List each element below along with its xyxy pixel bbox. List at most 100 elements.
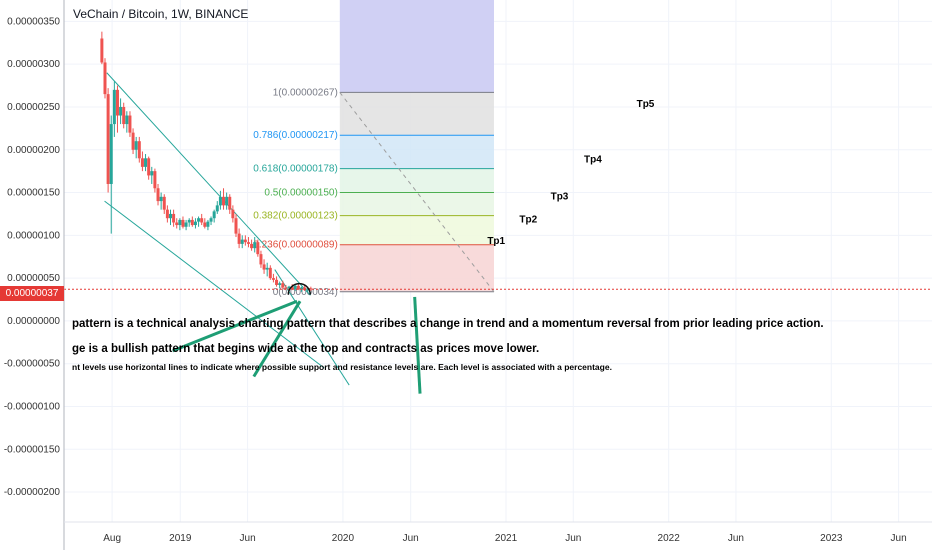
target-label: Tp2 bbox=[519, 214, 537, 225]
y-tick-label: 0.00000150 bbox=[7, 188, 60, 199]
candle-body bbox=[197, 218, 201, 222]
fib-level-label: 0.382(0.00000123) bbox=[253, 211, 338, 222]
candle-body bbox=[175, 222, 179, 226]
fib-level-label: 0.618(0.00000178) bbox=[253, 164, 338, 175]
candle-body bbox=[187, 219, 191, 223]
y-tick-label: 0.00000250 bbox=[7, 102, 60, 113]
y-tick-label: -0.00000050 bbox=[4, 359, 61, 370]
target-label: Tp5 bbox=[637, 99, 655, 110]
x-tick-label: Jun bbox=[403, 533, 419, 544]
x-tick-label: Aug bbox=[103, 533, 121, 544]
candle-body bbox=[206, 221, 210, 227]
candle-body bbox=[306, 288, 310, 291]
candle-body bbox=[203, 222, 207, 227]
candle-body bbox=[218, 196, 222, 206]
y-tick-label: 0.00000300 bbox=[7, 59, 60, 70]
candle-body bbox=[309, 288, 313, 290]
candle-body bbox=[184, 222, 188, 227]
fib-level-label: 0.236(0.00000089) bbox=[253, 240, 338, 251]
target-label: Tp1 bbox=[487, 236, 505, 247]
candle-body bbox=[144, 158, 148, 167]
candle-body bbox=[103, 62, 107, 95]
candle-body bbox=[215, 205, 219, 212]
fib-level-label: 0.5(0.00000150) bbox=[264, 188, 337, 199]
candle-body bbox=[106, 94, 110, 184]
x-tick-label: Jun bbox=[728, 533, 744, 544]
pointer-arrow-2 bbox=[252, 300, 302, 378]
chart-title: VeChain / Bitcoin, 1W, BINANCE bbox=[73, 7, 249, 21]
candle-body bbox=[147, 158, 151, 176]
candle-body bbox=[109, 124, 113, 184]
candle-body bbox=[256, 242, 260, 255]
note-fibonacci: nt levels use horizontal lines to indica… bbox=[72, 362, 612, 372]
y-tick-label: -0.00000150 bbox=[4, 444, 61, 455]
fib-level-label: 1(0.00000267) bbox=[273, 87, 338, 98]
candle-body bbox=[172, 213, 176, 223]
candle-body bbox=[128, 115, 132, 133]
x-tick-label: 2023 bbox=[820, 533, 843, 544]
fib-zone bbox=[339, 92, 494, 136]
current-price-tag: 0.00000037 bbox=[0, 286, 64, 301]
y-tick-label: 0.00000050 bbox=[7, 273, 60, 284]
y-axis: 0.00000350 0.00000300 0.00000250 0.00000200… bbox=[4, 0, 65, 550]
fib-zone bbox=[339, 215, 494, 245]
x-tick-label: Jun bbox=[891, 533, 907, 544]
candle-body bbox=[140, 158, 144, 167]
candle-body bbox=[228, 196, 232, 210]
candle-body bbox=[209, 218, 213, 222]
candle-body bbox=[231, 209, 235, 219]
pointer-arrow-1 bbox=[172, 299, 298, 353]
candle-body bbox=[287, 286, 291, 289]
candle-body bbox=[122, 106, 126, 125]
x-tick-label: 2021 bbox=[495, 533, 518, 544]
candlestick-series bbox=[100, 31, 313, 292]
candle-body bbox=[259, 254, 263, 265]
candle-body bbox=[262, 264, 266, 270]
candle-body bbox=[150, 171, 154, 176]
candle-body bbox=[125, 115, 129, 125]
fib-zone bbox=[339, 168, 494, 193]
candle-body bbox=[250, 243, 254, 249]
candle-body bbox=[181, 219, 185, 227]
y-tick-label: -0.00000200 bbox=[4, 487, 61, 498]
candle-body bbox=[281, 283, 285, 288]
fib-zone bbox=[339, 192, 494, 216]
candle-body bbox=[299, 287, 303, 290]
candle-body bbox=[265, 267, 269, 270]
candle-body bbox=[115, 89, 119, 116]
candle-body bbox=[131, 132, 135, 150]
bottom-circle-marker bbox=[287, 282, 312, 295]
candle-body bbox=[162, 196, 166, 210]
candle-body bbox=[243, 239, 247, 243]
candle-body bbox=[234, 218, 238, 234]
x-tick-label: 2020 bbox=[332, 533, 355, 544]
candle-body bbox=[237, 233, 241, 244]
fib-extension-zone bbox=[339, 0, 494, 93]
candle-body bbox=[112, 89, 116, 125]
wedge-upper-line bbox=[106, 72, 311, 296]
candle-body bbox=[222, 196, 226, 206]
candle-body bbox=[153, 171, 157, 189]
fib-level-label: 0(0.00000034) bbox=[273, 287, 338, 298]
candle-body bbox=[178, 219, 182, 226]
wedge-extension-line bbox=[274, 269, 350, 386]
candle-body bbox=[119, 106, 123, 116]
candle-body bbox=[253, 242, 257, 249]
y-tick-label: 0.00000100 bbox=[7, 230, 60, 241]
candle-body bbox=[225, 196, 229, 206]
target-label: Tp3 bbox=[551, 191, 569, 202]
candle-body bbox=[168, 213, 172, 219]
candle-body bbox=[268, 267, 272, 279]
grid bbox=[64, 0, 932, 522]
wedge-lower-line bbox=[104, 200, 325, 369]
y-tick-label: -0.00000100 bbox=[4, 401, 61, 412]
x-tick-label: 2019 bbox=[169, 533, 192, 544]
note-pattern: pattern is a technical analysis charting… bbox=[72, 318, 824, 330]
fib-trend-line bbox=[339, 92, 495, 293]
candle-body bbox=[100, 38, 104, 63]
fib-zone bbox=[339, 135, 494, 169]
candle-body bbox=[190, 219, 194, 226]
candle-body bbox=[275, 279, 279, 285]
candle-body bbox=[159, 196, 163, 202]
candle-body bbox=[293, 285, 297, 290]
